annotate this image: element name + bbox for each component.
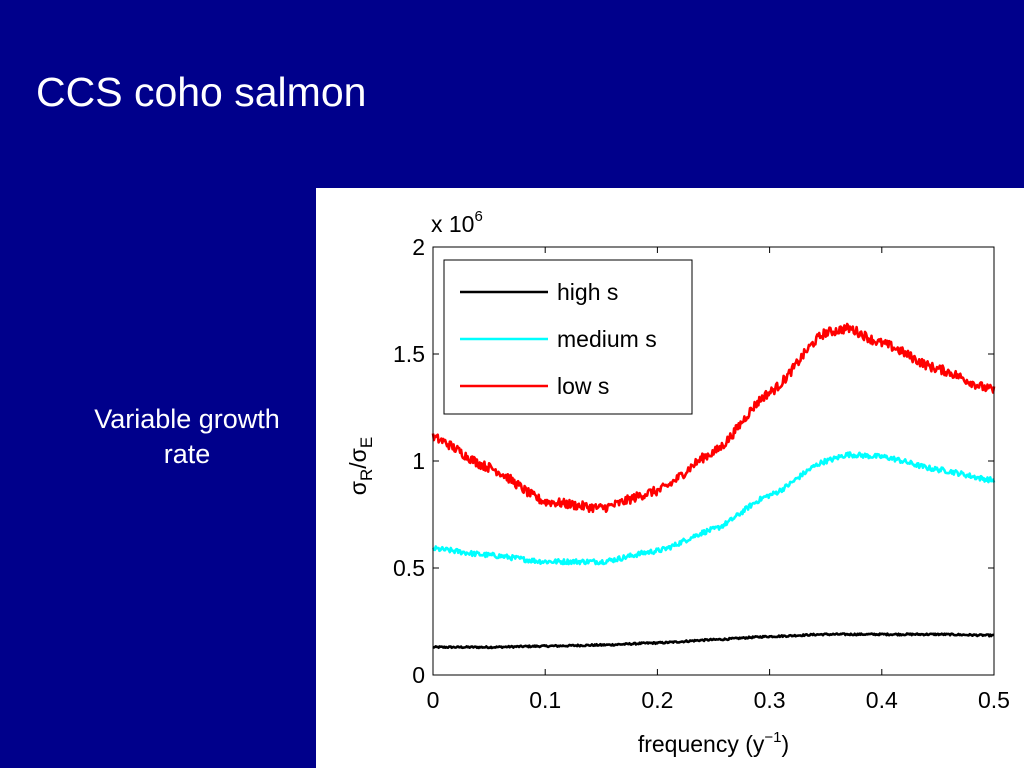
legend-label: medium s xyxy=(557,326,657,352)
x-tick-label: 0 xyxy=(427,687,440,713)
y-tick-label: 1 xyxy=(412,448,425,474)
ticks-layer: 0 0.1 0.2 0.3 0.4 0.5 0 0.5 1 1.5 2 xyxy=(393,234,1010,713)
y-axis-label: σR/σE xyxy=(345,437,376,495)
legend-label: low s xyxy=(557,373,609,399)
exponent-base: x 10 xyxy=(431,211,474,237)
ylabel-slash: / xyxy=(345,462,371,469)
y-exponent-label: x 106 xyxy=(431,208,483,237)
x-tick-label: 0.5 xyxy=(978,687,1010,713)
series-line xyxy=(432,632,995,650)
ylabel-sigma-r: σ xyxy=(345,481,371,495)
side-caption: Variable growth rate xyxy=(64,402,310,472)
ylabel-sub-e: E xyxy=(357,437,376,448)
x-axis-label: frequency (y−1) xyxy=(638,729,789,757)
x-tick-label: 0.4 xyxy=(866,687,898,713)
legend-box xyxy=(443,259,693,415)
exponent-power: 6 xyxy=(474,208,482,225)
series-line xyxy=(431,451,996,566)
xlabel-superscript: −1 xyxy=(764,729,781,746)
chart-panel: 0 0.1 0.2 0.3 0.4 0.5 0 0.5 1 1.5 2 x 106 σR/σE fr… xyxy=(316,188,1024,768)
y-tick-label: 0.5 xyxy=(393,555,425,581)
xlabel-close: ) xyxy=(782,731,790,757)
ylabel-sub-r: R xyxy=(357,469,376,481)
y-tick-label: 2 xyxy=(412,234,425,260)
ylabel-sigma-e: σ xyxy=(345,448,371,462)
x-tick-label: 0.2 xyxy=(641,687,673,713)
x-tick-label: 0.1 xyxy=(529,687,561,713)
caption-line-2: rate xyxy=(163,439,211,470)
y-tick-label: 1.5 xyxy=(393,341,425,367)
x-tick-label: 0.3 xyxy=(754,687,786,713)
legend-label: high s xyxy=(557,279,618,305)
xlabel-text: frequency (y xyxy=(638,731,765,757)
legend: high s medium s low s xyxy=(443,259,693,415)
slide-title: CCS coho salmon xyxy=(36,69,367,115)
series-layer xyxy=(431,322,996,650)
series-line xyxy=(431,322,996,514)
caption-line-1: Variable growth xyxy=(94,404,280,434)
y-tick-label: 0 xyxy=(412,662,425,688)
line-chart: 0 0.1 0.2 0.3 0.4 0.500.511.52 x 106 σR/σE fr… xyxy=(345,208,1010,757)
